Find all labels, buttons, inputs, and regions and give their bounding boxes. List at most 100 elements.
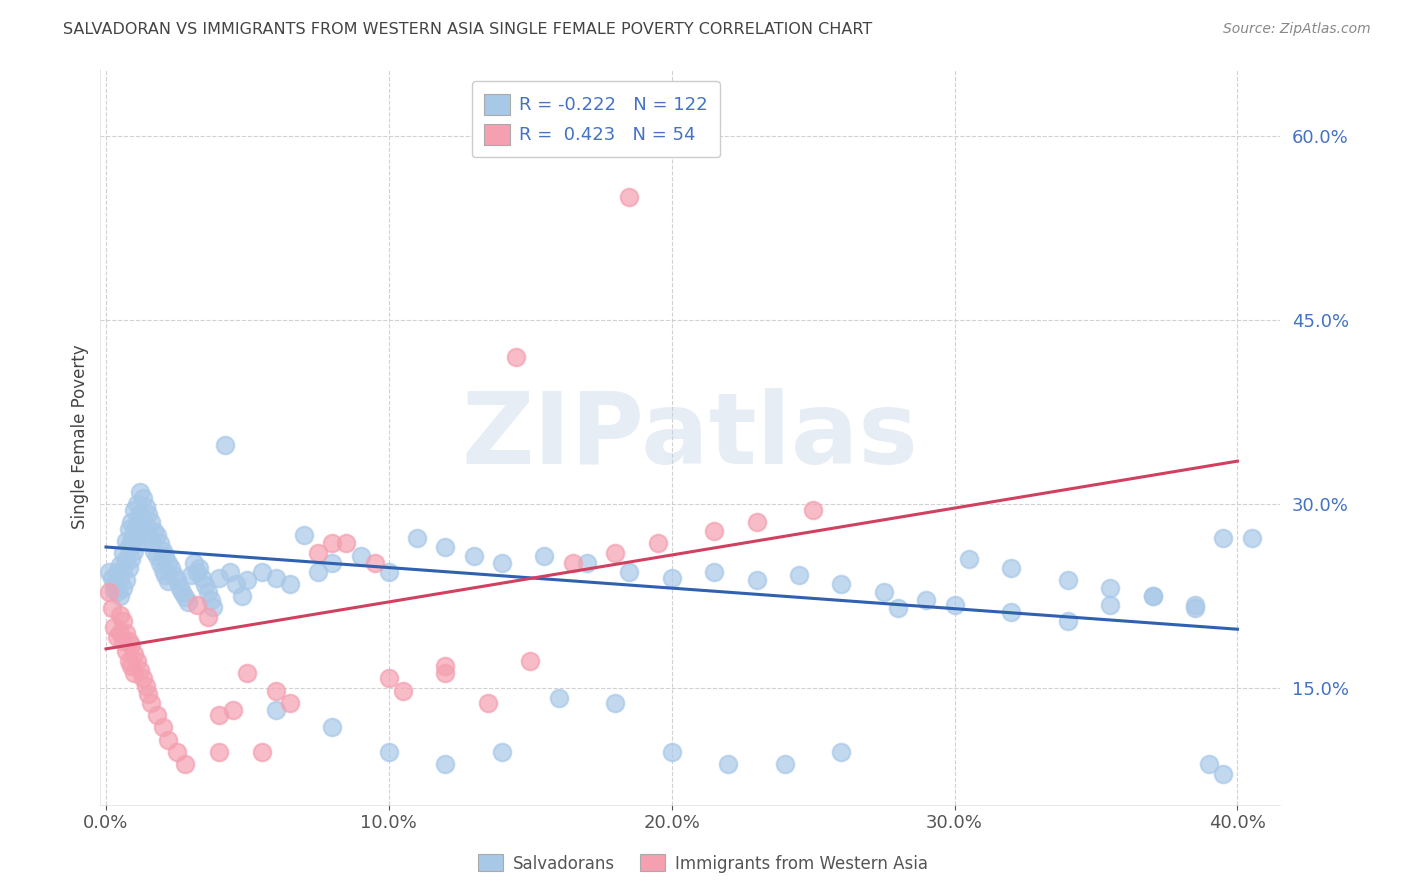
Point: [505, 350, 527, 364]
Point: [191, 571, 214, 585]
Point: [124, 647, 146, 661]
Point: [463, 549, 485, 563]
Point: [830, 745, 852, 759]
Point: [117, 634, 139, 648]
Point: [114, 626, 136, 640]
Point: [717, 757, 740, 772]
Point: [132, 671, 155, 685]
Point: [143, 524, 166, 538]
Point: [335, 536, 357, 550]
Point: [155, 568, 177, 582]
Point: [1099, 581, 1122, 595]
Point: [434, 540, 457, 554]
Point: [321, 720, 343, 734]
Point: [157, 574, 180, 589]
Point: [378, 745, 401, 759]
Point: [200, 592, 222, 607]
Point: [132, 512, 155, 526]
Point: [146, 549, 169, 563]
Point: [114, 552, 136, 566]
Point: [208, 745, 231, 759]
Point: [575, 556, 598, 570]
Legend: Salvadorans, Immigrants from Western Asia: Salvadorans, Immigrants from Western Asi…: [471, 847, 935, 880]
Point: [378, 671, 401, 685]
Point: [111, 561, 134, 575]
Point: [114, 573, 136, 587]
Point: [124, 524, 146, 538]
Point: [219, 565, 242, 579]
Point: [166, 745, 188, 759]
Point: [108, 589, 131, 603]
Point: [745, 516, 768, 530]
Point: [138, 687, 160, 701]
Point: [801, 503, 824, 517]
Point: [163, 568, 186, 582]
Point: [957, 552, 980, 566]
Legend: R = -0.222   N = 122, R =  0.423   N = 54: R = -0.222 N = 122, R = 0.423 N = 54: [471, 81, 720, 157]
Point: [1056, 573, 1078, 587]
Point: [174, 757, 197, 772]
Point: [108, 607, 131, 622]
Point: [477, 696, 499, 710]
Point: [117, 522, 139, 536]
Point: [111, 614, 134, 628]
Point: [141, 533, 163, 548]
Point: [619, 565, 641, 579]
Point: [108, 558, 131, 573]
Point: [434, 757, 457, 772]
Point: [186, 598, 208, 612]
Point: [105, 630, 128, 644]
Point: [155, 549, 177, 563]
Point: [188, 561, 211, 575]
Point: [208, 571, 231, 585]
Point: [1099, 598, 1122, 612]
Text: ZIPatlas: ZIPatlas: [461, 388, 918, 485]
Point: [149, 556, 172, 570]
Point: [787, 568, 810, 582]
Point: [124, 503, 146, 517]
Point: [745, 573, 768, 587]
Point: [519, 654, 541, 668]
Point: [887, 601, 910, 615]
Point: [222, 703, 245, 717]
Point: [166, 573, 188, 587]
Point: [1198, 757, 1220, 772]
Point: [121, 552, 143, 566]
Point: [264, 571, 287, 585]
Point: [157, 732, 180, 747]
Point: [434, 659, 457, 673]
Point: [129, 507, 152, 521]
Point: [135, 500, 157, 514]
Point: [146, 708, 169, 723]
Point: [561, 556, 583, 570]
Point: [1184, 601, 1206, 615]
Point: [117, 561, 139, 575]
Point: [661, 745, 683, 759]
Point: [111, 634, 134, 648]
Point: [127, 497, 149, 511]
Point: [264, 683, 287, 698]
Point: [547, 690, 569, 705]
Point: [1212, 532, 1234, 546]
Point: [138, 507, 160, 521]
Point: [117, 540, 139, 554]
Point: [141, 696, 163, 710]
Point: [1142, 589, 1164, 603]
Point: [194, 578, 217, 592]
Point: [434, 666, 457, 681]
Point: [406, 532, 429, 546]
Point: [197, 610, 219, 624]
Point: [152, 720, 174, 734]
Point: [108, 571, 131, 585]
Point: [278, 577, 301, 591]
Point: [186, 565, 208, 579]
Point: [177, 595, 200, 609]
Point: [236, 573, 259, 587]
Point: [264, 703, 287, 717]
Point: [202, 600, 225, 615]
Point: [1000, 605, 1022, 619]
Point: [307, 565, 329, 579]
Point: [250, 565, 273, 579]
Point: [830, 577, 852, 591]
Point: [647, 536, 669, 550]
